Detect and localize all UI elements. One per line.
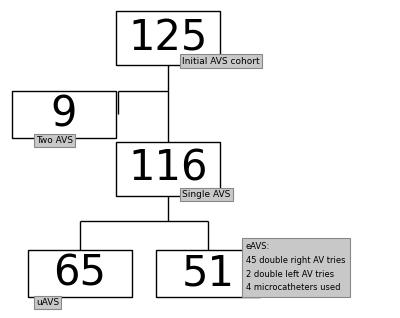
FancyBboxPatch shape — [156, 250, 260, 297]
Text: 116: 116 — [128, 148, 208, 190]
Text: 51: 51 — [182, 252, 234, 294]
Text: Single AVS: Single AVS — [182, 190, 230, 199]
Text: eAVS:
45 double right AV tries
2 double left AV tries
4 microcatheters used: eAVS: 45 double right AV tries 2 double … — [246, 242, 346, 293]
FancyBboxPatch shape — [116, 142, 220, 196]
FancyBboxPatch shape — [12, 91, 116, 138]
Text: 65: 65 — [54, 252, 106, 294]
Text: Two AVS: Two AVS — [36, 136, 73, 145]
FancyBboxPatch shape — [28, 250, 132, 297]
FancyBboxPatch shape — [116, 11, 220, 65]
Text: Initial AVS cohort: Initial AVS cohort — [182, 57, 260, 66]
Text: 125: 125 — [128, 17, 208, 59]
Text: 9: 9 — [51, 93, 77, 135]
Text: uAVS: uAVS — [36, 298, 59, 307]
